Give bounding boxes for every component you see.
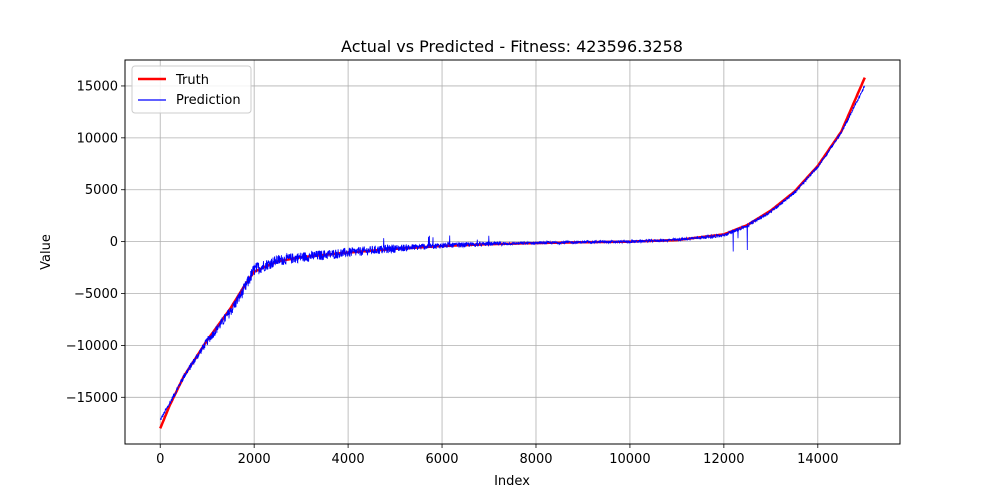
x-tick-label: 8000 bbox=[519, 452, 552, 467]
x-tick-label: 10000 bbox=[609, 452, 650, 467]
x-tick-label: 0 bbox=[156, 452, 164, 467]
x-axis-label: Index bbox=[494, 474, 530, 489]
x-tick-label: 12000 bbox=[703, 452, 744, 467]
y-tick-label: −5000 bbox=[74, 287, 118, 302]
y-axis-label: Value bbox=[39, 234, 54, 270]
series-layer bbox=[159, 77, 866, 429]
x-tick-label: 14000 bbox=[797, 452, 838, 467]
legend-label-truth: Truth bbox=[175, 73, 209, 88]
y-tick-label: 10000 bbox=[77, 131, 118, 146]
plot-frame bbox=[124, 59, 901, 445]
y-tick-label: 15000 bbox=[77, 79, 118, 94]
x-tick-label: 4000 bbox=[332, 452, 365, 467]
x-axis-ticks: 0 2000 4000 6000 8000 10000 12000 14000 bbox=[156, 444, 838, 467]
legend: Truth Prediction bbox=[131, 65, 252, 114]
series-line-prediction bbox=[159, 85, 865, 420]
legend-label-prediction: Prediction bbox=[176, 93, 241, 108]
y-tick-label: −15000 bbox=[66, 391, 118, 406]
y-tick-label: 0 bbox=[110, 235, 118, 250]
y-tick-label: 5000 bbox=[85, 183, 118, 198]
grid-layer bbox=[125, 60, 900, 444]
y-tick-label: −10000 bbox=[66, 339, 118, 354]
x-tick-label: 6000 bbox=[425, 452, 458, 467]
chart-title: Actual vs Predicted - Fitness: 423596.32… bbox=[341, 37, 683, 56]
x-tick-label: 2000 bbox=[238, 452, 271, 467]
y-axis-ticks: −15000 −10000 −5000 0 5000 10000 15000 bbox=[66, 79, 125, 406]
